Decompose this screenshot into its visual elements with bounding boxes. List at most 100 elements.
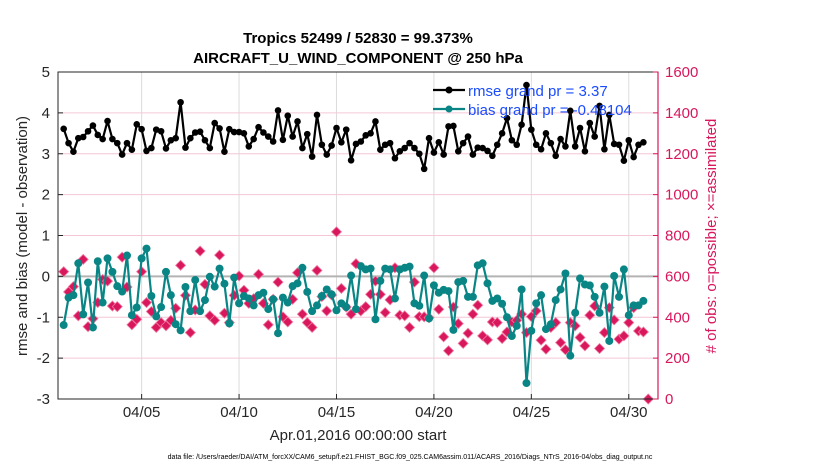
bias-point: [493, 294, 502, 303]
rmse-point: [425, 134, 433, 142]
rmse-point: [323, 151, 331, 158]
rmse-point: [84, 127, 92, 135]
y-right-tick-label: 1600: [665, 64, 698, 81]
rmse-point: [104, 117, 111, 125]
obs-count-marker: [428, 262, 440, 274]
rmse-point: [308, 153, 316, 160]
obs-count-marker: [350, 258, 362, 270]
bias-point: [196, 307, 205, 316]
bias-point: [249, 301, 258, 310]
rmse-point: [196, 128, 204, 135]
rmse-point: [250, 135, 257, 143]
obs-count-marker: [462, 327, 474, 339]
rmse-point: [182, 144, 189, 151]
rmse-point: [567, 107, 574, 115]
rmse-point: [547, 139, 555, 147]
rmse-point: [401, 144, 408, 152]
obs-count-marker: [491, 316, 503, 329]
obs-count-marker: [569, 320, 581, 332]
obs-count-marker: [311, 264, 323, 277]
rmse-point: [435, 139, 443, 146]
bias-point: [619, 265, 628, 274]
rmse-point: [245, 143, 253, 150]
bias-point: [347, 271, 356, 280]
bias-point: [342, 303, 351, 312]
bias-point: [142, 244, 151, 253]
rmse-point: [352, 140, 360, 148]
obs-count-marker: [272, 276, 284, 288]
rmse-point: [596, 102, 603, 110]
y-tick-label: -1: [37, 309, 50, 326]
bias-point: [639, 296, 648, 305]
rmse-point: [620, 157, 628, 164]
rmse-point: [508, 136, 516, 144]
rmse-point: [303, 130, 311, 138]
bias-point: [483, 279, 492, 288]
bias-point: [269, 295, 278, 304]
obs-count-marker: [252, 268, 265, 280]
rmse-point: [338, 139, 345, 146]
bias-point: [79, 310, 88, 319]
rmse-point: [430, 149, 438, 156]
axes: 04/05 04/10 04/15 04/20 04/25 04/30 -3 -2 -1 0 1 2 3…: [37, 64, 699, 421]
bias-point: [283, 298, 292, 307]
y-right-tick-label: 200: [665, 350, 690, 367]
bias-point: [210, 282, 219, 291]
rmse-point: [133, 121, 141, 128]
obs-count-marker: [496, 332, 508, 345]
obs-count-marker: [209, 314, 221, 326]
obs-count-marker: [584, 309, 596, 321]
obs-count-marker: [579, 340, 591, 352]
obs-count-marker: [306, 321, 318, 334]
rmse-point: [206, 144, 214, 152]
bias-point: [517, 285, 526, 294]
bias-point: [478, 259, 487, 268]
rmse-point: [109, 135, 116, 143]
obs-count-marker: [593, 342, 606, 355]
rmse-point: [299, 144, 306, 152]
obs-count-marker: [111, 301, 123, 313]
rmse-point: [605, 111, 613, 119]
rmse-point: [148, 144, 155, 152]
bias-point: [84, 278, 93, 287]
bias-point: [220, 279, 229, 288]
y-tick-label: -3: [37, 391, 50, 408]
rmse-point: [255, 123, 262, 131]
rmse-point: [479, 144, 486, 152]
bias-point: [615, 292, 624, 301]
obs-count-marker: [433, 303, 445, 315]
rmse-point: [216, 125, 223, 132]
obs-count-marker: [296, 308, 308, 320]
rmse-point: [201, 136, 209, 144]
y-tick-label: 0: [42, 268, 50, 285]
y-tick-label: 4: [42, 105, 50, 122]
rmse-point: [172, 134, 180, 142]
rmse-point: [406, 139, 413, 147]
bias-point: [147, 291, 156, 300]
rmse-point: [537, 145, 545, 153]
obs-count-marker: [637, 326, 649, 338]
footer-data-file: data file: /Users/raeder/DAI/ATM_forcXX/…: [168, 454, 653, 461]
rmse-point: [640, 139, 647, 146]
bias-point: [161, 267, 170, 276]
bias-point: [371, 315, 380, 324]
bias-point: [576, 274, 585, 283]
bias-point: [468, 292, 477, 301]
obs-count-marker: [555, 337, 567, 349]
obs-count-marker: [438, 331, 450, 343]
rmse-point: [625, 136, 633, 144]
legend: rmse grand pr = 3.37 bias grand pr = -0.…: [433, 83, 632, 119]
rmse-point: [123, 139, 131, 147]
rmse-point: [474, 144, 482, 151]
bias-point: [537, 291, 546, 300]
y-right-tick-label: 1400: [665, 105, 698, 122]
y-tick-label: 3: [42, 146, 50, 163]
bias-point: [541, 325, 550, 334]
rmse-point: [440, 151, 447, 158]
rmse-point: [372, 118, 379, 125]
bias-point: [293, 279, 302, 288]
rmse-point: [459, 139, 467, 147]
bias-point: [420, 271, 429, 280]
bias-point: [108, 267, 117, 276]
